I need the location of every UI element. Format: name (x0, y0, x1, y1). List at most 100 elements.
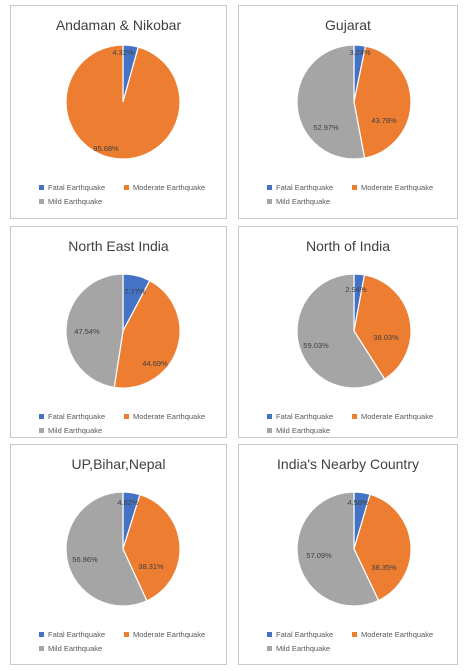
legend-label: Moderate Earthquake (361, 183, 434, 192)
pie-chart: 7.77% 44.69% 47.54% (65, 273, 181, 389)
chart-panel: Gujarat 3.24% 43.78% 52.97% Fatal Earthquake… (238, 5, 458, 219)
pie-chart: 2.94% 38.03% 59.03% (296, 273, 412, 389)
chart-title: North of India (305, 238, 391, 254)
legend-label: Mild Earthquake (48, 426, 103, 435)
legend-item-mild: Mild Earthquake (39, 644, 102, 653)
legend-swatch (124, 631, 129, 637)
legend-label: Fatal Earthquake (276, 412, 334, 421)
legend-swatch (352, 184, 357, 190)
legend-swatch (352, 413, 357, 419)
legend-swatch (39, 427, 44, 433)
chart-legend: Fatal Earthquake Moderate Earthquake Mild … (11, 630, 228, 660)
fatal-label: 3.24% (349, 48, 371, 57)
legend-item-moderate: Moderate Earthquake (124, 630, 205, 639)
legend-item-fatal: Fatal Earthquake (39, 183, 105, 192)
chart-title: UP,Bihar,Nepal (71, 456, 166, 472)
mild-label: 56.86% (72, 555, 98, 564)
moderate-slice (353, 45, 412, 159)
legend-label: Moderate Earthquake (133, 183, 206, 192)
legend-swatch (124, 413, 129, 419)
chart-title: Andaman & Nikobar (55, 17, 182, 33)
pie-chart: 4.56% 38.35% 57.09% (296, 491, 412, 607)
legend-label: Fatal Earthquake (276, 183, 334, 192)
chart-legend: Fatal Earthquake Moderate Earthquake Mild … (11, 183, 228, 213)
legend-label: Moderate Earthquake (133, 630, 206, 639)
legend-item-mild: Mild Earthquake (267, 426, 330, 435)
moderate-label: 38.31% (138, 562, 164, 571)
legend-item-fatal: Fatal Earthquake (267, 183, 333, 192)
legend-swatch (39, 645, 44, 651)
pie-chart: 4.82% 38.31% 56.86% (65, 491, 181, 607)
mild-label: 47.54% (74, 327, 100, 336)
legend-item-mild: Mild Earthquake (267, 197, 330, 206)
legend-label: Fatal Earthquake (48, 412, 106, 421)
moderate-slice (353, 493, 412, 602)
pie-chart: 3.24% 43.78% 52.97% (296, 44, 412, 160)
legend-item-moderate: Moderate Earthquake (352, 630, 433, 639)
chart-title: Gujarat (325, 17, 371, 33)
moderate-label: 38.03% (373, 333, 399, 342)
legend-label: Fatal Earthquake (48, 630, 106, 639)
legend-label: Mild Earthquake (276, 644, 331, 653)
fatal-label: 4.82% (117, 498, 139, 507)
mild-slice (65, 491, 148, 607)
chart-legend: Fatal Earthquake Moderate Earthquake Mild … (239, 630, 459, 660)
legend-swatch (124, 184, 129, 190)
legend-item-fatal: Fatal Earthquake (39, 630, 105, 639)
legend-swatch (267, 427, 272, 433)
legend-label: Mild Earthquake (276, 426, 331, 435)
chart-panel: UP,Bihar,Nepal 4.82% 38.31% 56.86% Fatal Ear… (10, 444, 227, 665)
mild-slice (296, 44, 366, 160)
chart-panel: Andaman & Nikobar 4.32% 95.68% Fatal Earthq… (10, 5, 227, 219)
legend-label: Mild Earthquake (48, 197, 103, 206)
fatal-label: 4.32% (112, 48, 134, 57)
mild-slice (65, 273, 124, 389)
chart-legend: Fatal Earthquake Moderate Earthquake Mild … (239, 412, 459, 442)
legend-label: Fatal Earthquake (276, 630, 334, 639)
legend-swatch (39, 184, 44, 190)
chart-panel: India's Nearby Country 4.56% 38.35% 57.09% F… (238, 444, 458, 665)
legend-label: Moderate Earthquake (133, 412, 206, 421)
legend-item-fatal: Fatal Earthquake (267, 630, 333, 639)
legend-swatch (267, 645, 272, 651)
chart-panel: North of India 2.94% 38.03% 59.03% Fatal Ear… (238, 226, 458, 438)
legend-label: Fatal Earthquake (48, 183, 106, 192)
legend-item-mild: Mild Earthquake (267, 644, 330, 653)
legend-item-mild: Mild Earthquake (39, 426, 102, 435)
legend-swatch (267, 631, 272, 637)
legend-label: Mild Earthquake (276, 197, 331, 206)
chart-title: North East India (68, 238, 169, 254)
chart-title: India's Nearby Country (277, 456, 419, 472)
legend-swatch (267, 198, 272, 204)
chart-legend: Fatal Earthquake Moderate Earthquake Mild … (239, 183, 459, 213)
legend-label: Moderate Earthquake (361, 630, 434, 639)
mild-label: 52.97% (313, 123, 339, 132)
mild-slice (296, 491, 380, 607)
legend-item-fatal: Fatal Earthquake (39, 412, 105, 421)
legend-swatch (39, 413, 44, 419)
mild-label: 59.03% (303, 341, 329, 350)
moderate-label: 43.78% (371, 116, 397, 125)
moderate-label: 95.68% (93, 144, 119, 153)
chart-legend: Fatal Earthquake Moderate Earthquake Mild … (11, 412, 228, 442)
chart-panel: North East India 7.77% 44.69% 47.54% Fatal E… (10, 226, 227, 438)
fatal-label: 2.94% (345, 285, 367, 294)
pie-chart: 4.32% 95.68% (65, 44, 181, 160)
moderate-slice (122, 493, 181, 602)
legend-swatch (352, 631, 357, 637)
fatal-label: 7.77% (124, 287, 146, 296)
moderate-label: 38.35% (371, 563, 397, 572)
legend-item-mild: Mild Earthquake (39, 197, 102, 206)
legend-swatch (39, 198, 44, 204)
moderate-label: 44.69% (142, 359, 168, 368)
moderate-slice (113, 279, 181, 389)
legend-label: Mild Earthquake (48, 644, 103, 653)
legend-item-fatal: Fatal Earthquake (267, 412, 333, 421)
moderate-slice (65, 44, 181, 160)
legend-label: Moderate Earthquake (361, 412, 434, 421)
legend-item-moderate: Moderate Earthquake (352, 183, 433, 192)
legend-item-moderate: Moderate Earthquake (124, 183, 205, 192)
mild-slice (296, 273, 386, 389)
legend-swatch (267, 413, 272, 419)
legend-swatch (39, 631, 44, 637)
